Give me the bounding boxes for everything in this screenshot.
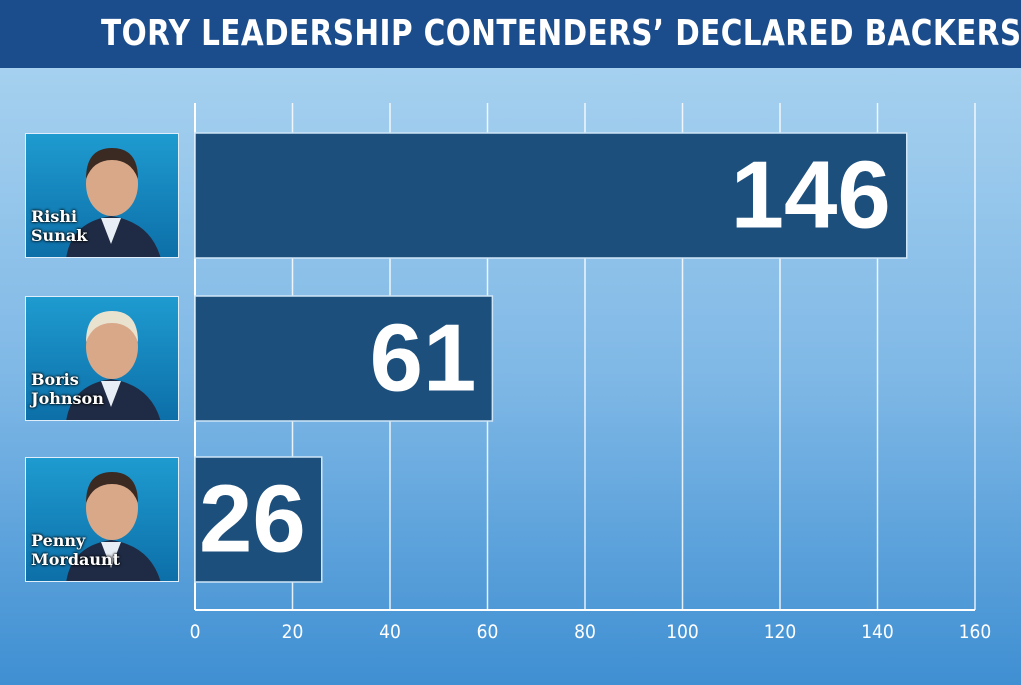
chart-title: TORY LEADERSHIP CONTENDERS’ DECLARED BAC… — [101, 13, 1021, 54]
photo: Rishi Sunak — [25, 133, 179, 258]
x-tick-label: 20 — [282, 621, 304, 643]
category-label: Penny Mordaunt — [31, 531, 121, 569]
hair — [86, 472, 138, 503]
shirt — [101, 218, 121, 244]
shirt — [101, 542, 121, 568]
category-label: Boris Johnson — [31, 370, 104, 408]
hair — [86, 311, 138, 342]
x-tick-label: 80 — [574, 621, 596, 643]
photo-silhouette — [66, 311, 161, 420]
x-tick-label: 120 — [764, 621, 797, 643]
photo-silhouette — [66, 148, 161, 257]
hair — [86, 148, 138, 179]
x-tick-label: 40 — [379, 621, 401, 643]
x-tick-label: 100 — [666, 621, 699, 643]
bar — [194, 456, 323, 583]
face — [86, 152, 138, 216]
value-label: 61 — [370, 305, 477, 412]
title-bar: TORY LEADERSHIP CONTENDERS’ DECLARED BAC… — [0, 0, 1021, 68]
x-tick-label: 0 — [190, 621, 201, 643]
value-label: 146 — [731, 142, 891, 249]
bar — [194, 132, 908, 259]
photo: Boris Johnson — [25, 296, 179, 421]
x-tick-label: 140 — [861, 621, 894, 643]
photo-silhouette — [66, 472, 161, 581]
value-label: 26 — [199, 466, 306, 573]
bar — [194, 295, 494, 422]
x-tick-label: 60 — [477, 621, 499, 643]
shirt — [101, 381, 121, 407]
photo: Penny Mordaunt — [25, 457, 179, 582]
x-tick-label: 160 — [959, 621, 992, 643]
category-label: Rishi Sunak — [31, 207, 88, 245]
face — [86, 476, 138, 540]
face — [86, 315, 138, 379]
